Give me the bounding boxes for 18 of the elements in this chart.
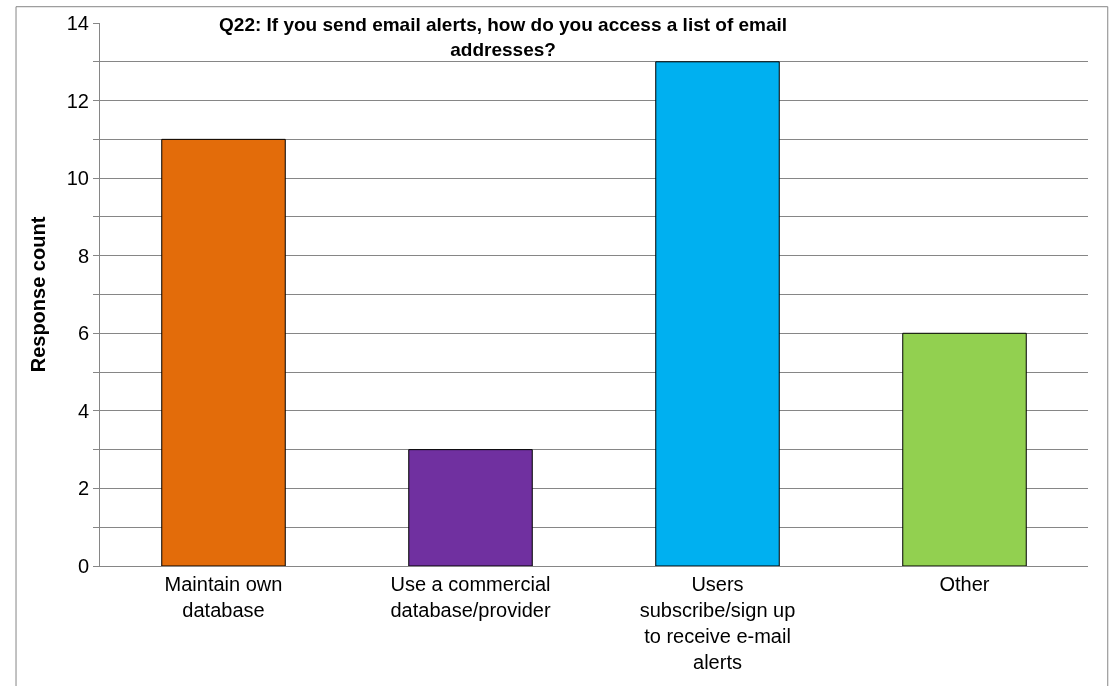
y-tick-label: 12: [66, 89, 89, 112]
y-tick-label: 14: [66, 12, 89, 34]
y-tick-label: 4: [77, 399, 89, 422]
x-tick-label: Maintain own database: [164, 573, 283, 621]
chart-title: Q22: If you send email alerts, how do you access a list of email addresses?: [219, 13, 788, 60]
y-tick-label: 6: [77, 322, 89, 345]
x-tick-label: Use a commercial database/provider: [390, 573, 551, 621]
y-tick-label: 0: [77, 555, 89, 577]
bar: [161, 138, 286, 566]
x-tick-label: Other: [939, 573, 990, 595]
bar: [902, 332, 1027, 566]
bar: [655, 61, 780, 566]
y-axis-title: Response count: [27, 216, 50, 373]
y-tick-label: 2: [77, 477, 89, 500]
x-tick-label: Users subscribe/sign up to receive e-mail alerts: [639, 573, 796, 673]
bar: [408, 449, 533, 566]
y-tick-label: 10: [66, 167, 89, 190]
y-tick-label: 8: [77, 244, 89, 267]
